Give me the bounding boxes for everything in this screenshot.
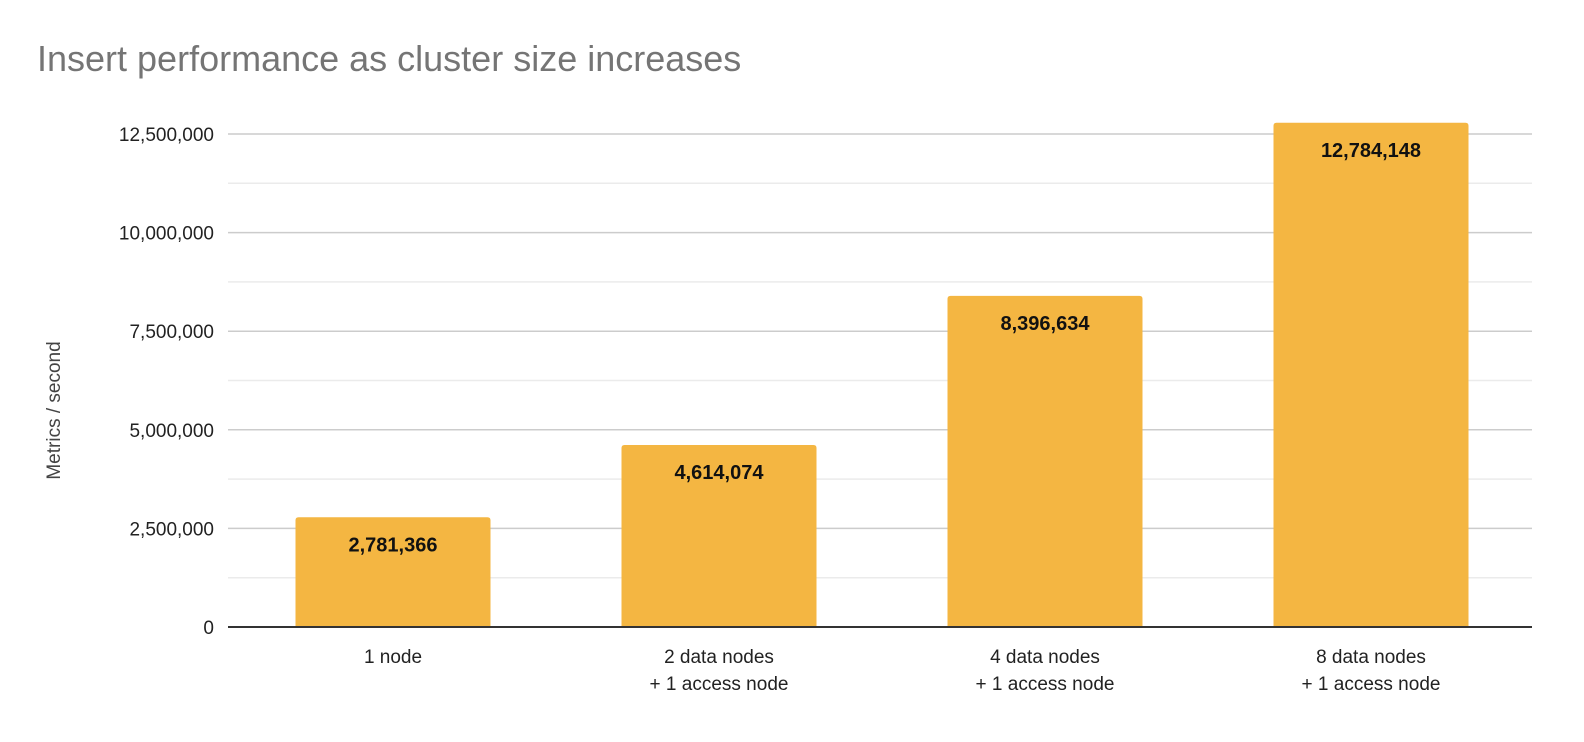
- data-label: 2,781,366: [349, 534, 438, 556]
- data-label: 4,614,074: [675, 462, 765, 484]
- y-tick-label: 5,000,000: [129, 421, 214, 442]
- x-tick-label: 4 data nodes: [990, 647, 1100, 668]
- x-tick-label: + 1 access node: [650, 674, 789, 695]
- y-axis-label: Metrics / second: [44, 341, 65, 479]
- bar: [1273, 122, 1469, 627]
- y-tick-label: 7,500,000: [129, 322, 214, 343]
- y-tick-label: 10,000,000: [119, 224, 214, 245]
- data-label: 12,784,148: [1321, 140, 1421, 162]
- bar: [295, 517, 491, 627]
- y-tick-label: 2,500,000: [129, 519, 214, 540]
- x-tick-label: + 1 access node: [976, 674, 1115, 695]
- y-tick-label: 0: [203, 618, 214, 639]
- x-tick-label: 1 node: [364, 647, 422, 668]
- x-tick-label: 2 data nodes: [664, 647, 774, 668]
- x-tick-label: + 1 access node: [1302, 674, 1441, 695]
- bar: [621, 445, 817, 627]
- y-tick-label: 12,500,000: [119, 125, 214, 146]
- chart-title: Insert performance as cluster size incre…: [37, 38, 742, 79]
- x-tick-label: 8 data nodes: [1316, 647, 1426, 668]
- bar: [947, 295, 1143, 627]
- data-label: 8,396,634: [1001, 313, 1091, 335]
